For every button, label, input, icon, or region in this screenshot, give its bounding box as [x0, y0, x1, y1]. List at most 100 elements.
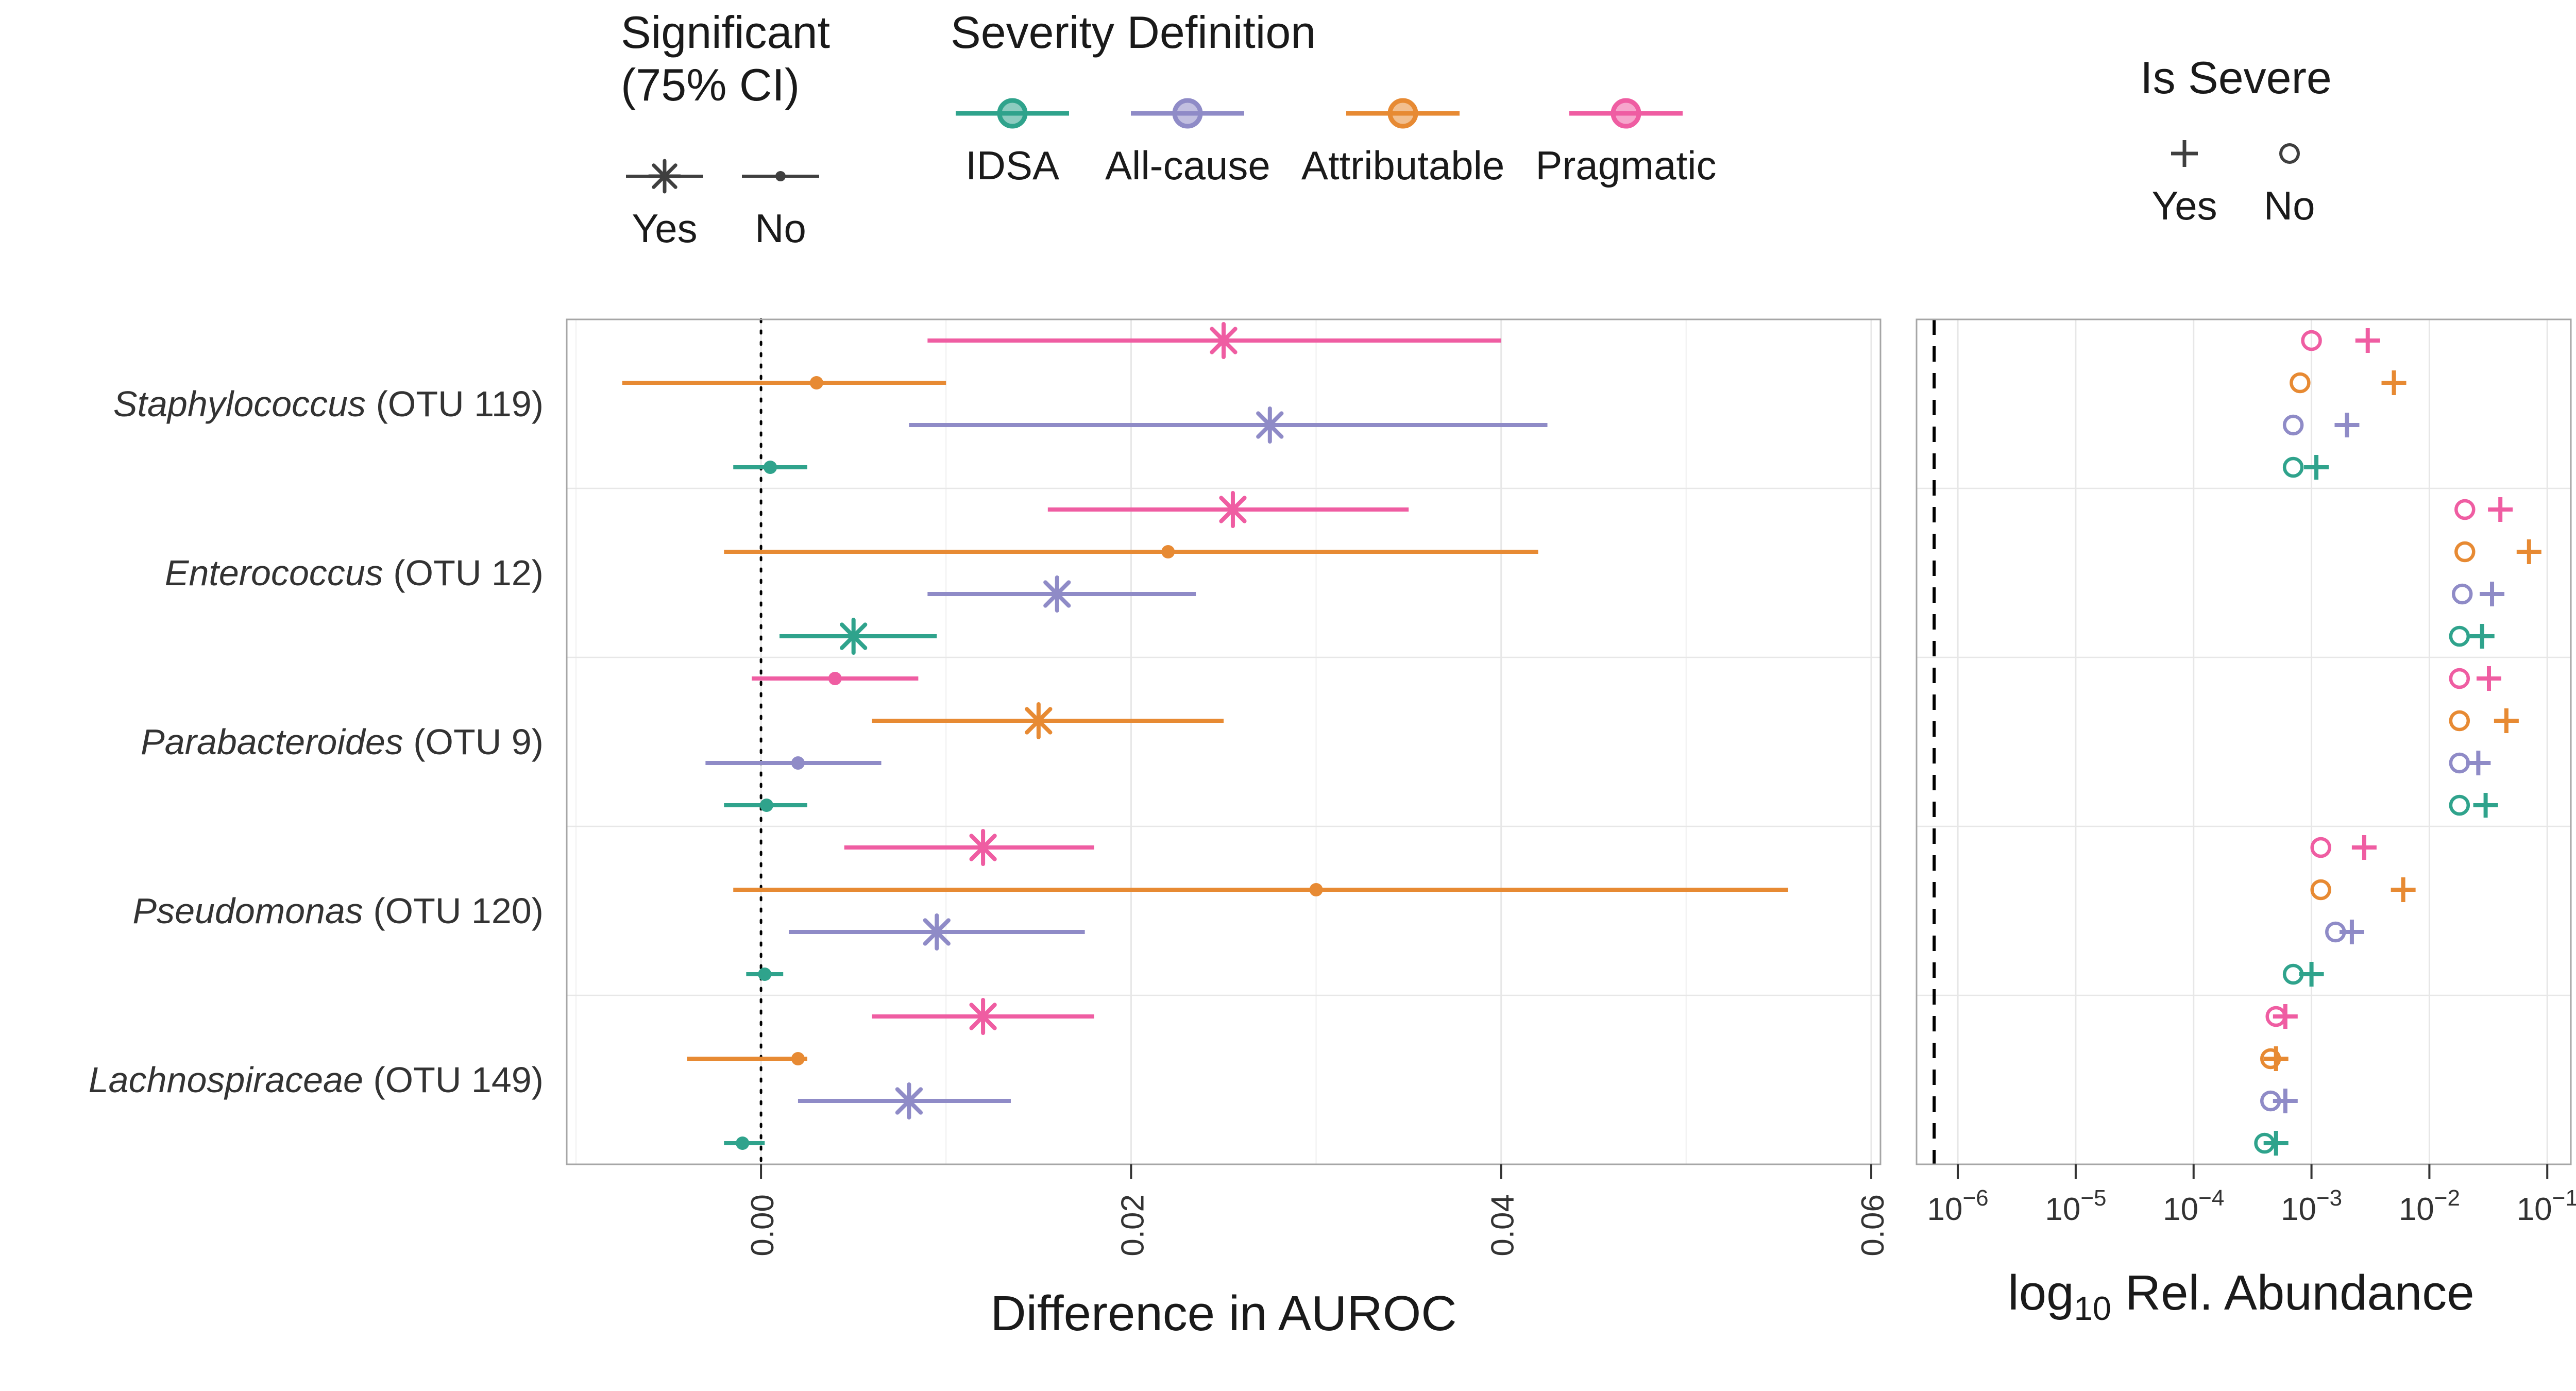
- legend-is-severe-items: Yes No: [2102, 129, 2370, 229]
- abundance-pseudomonas-all-cause: [2325, 920, 2364, 944]
- pointrange-enterococcus-all-cause: [927, 575, 1196, 613]
- pointrange-lachnospiraceae-attributable: [687, 1052, 807, 1065]
- legend-severity-pragmatic-glyph: [1569, 98, 1683, 129]
- y-axis-label-pseudomonas: Pseudomonas (OTU 120): [132, 891, 544, 931]
- y-axis-label-lachnospiraceae: Lachnospiraceae (OTU 149): [88, 1060, 544, 1100]
- legend-significant-no: No: [737, 151, 824, 252]
- right-x-tick-label: 10−3: [2281, 1185, 2342, 1227]
- y-axis-label-staphylococcus: Staphylococcus (OTU 119): [113, 384, 544, 424]
- left-x-tick-label: 0.06: [1855, 1194, 1891, 1257]
- x-axis-ticks: 0.00 0.02 0.04 0.06 10−6 10−5 10−4 10−3 10−2 10−1: [745, 1164, 2576, 1257]
- legend-severity-idsa: IDSA: [951, 89, 1074, 189]
- legend-significant-yes: Yes: [621, 151, 708, 252]
- legend-severity-attributable-glyph: [1346, 98, 1460, 129]
- abundance-parabacteroides-idsa: [2449, 793, 2498, 818]
- pointrange-parabacteroides-all-cause: [705, 756, 882, 770]
- legend-severity-attributable: Attributable: [1301, 89, 1505, 189]
- right-x-tick-label: 10−1: [2517, 1185, 2576, 1227]
- abundance-enterococcus-attributable: [2454, 539, 2541, 564]
- abundance-parabacteroides-attributable: [2449, 708, 2519, 733]
- pointrange-staphylococcus-attributable: [622, 376, 946, 389]
- left-panel-border: [566, 318, 1882, 1165]
- legend-significant: Significant (75% CI) Yes No: [621, 6, 830, 252]
- pointrange-pseudomonas-pragmatic: [844, 829, 1094, 866]
- auroc-pointranges: [622, 322, 1788, 1150]
- x-axis-title-right-rest: Rel. Abundance: [2111, 1265, 2475, 1320]
- abundance-lachnospiraceae-all-cause: [2260, 1089, 2298, 1113]
- legend-severity-attributable-label: Attributable: [1301, 143, 1505, 189]
- abundance-enterococcus-all-cause: [2451, 582, 2505, 606]
- legend-is-severe-yes: Yes: [2151, 129, 2217, 229]
- pointrange-lachnospiraceae-idsa: [724, 1136, 765, 1150]
- legend-severity-pragmatic: Pragmatic: [1535, 89, 1717, 189]
- x-axis-title-right: log10 Rel. Abundance: [1834, 1265, 2576, 1328]
- legend-severity: Severity Definition IDSA All-cause Attribu…: [951, 6, 1717, 189]
- pointrange-enterococcus-pragmatic: [1047, 491, 1409, 528]
- pointrange-parabacteroides-idsa: [724, 799, 807, 812]
- pointrange-lachnospiraceae-pragmatic: [872, 998, 1094, 1035]
- right-x-tick-label: 10−5: [2045, 1185, 2106, 1227]
- x-axis-title-right-prefix: log: [2008, 1265, 2074, 1320]
- left-x-tick-label: 0.00: [745, 1194, 781, 1257]
- abundance-staphylococcus-all-cause: [2282, 413, 2360, 437]
- y-axis-label-enterococcus: Enterococcus (OTU 12): [164, 553, 544, 593]
- pointrange-lachnospiraceae-all-cause: [798, 1082, 1011, 1119]
- legend-significant-title-line1: Significant: [621, 7, 831, 58]
- pointrange-pseudomonas-idsa: [746, 968, 784, 981]
- legend-is-severe-yes-label: Yes: [2151, 183, 2217, 229]
- legend-severity-idsa-glyph: [956, 98, 1069, 129]
- legend-significant-no-label: No: [755, 206, 806, 251]
- abundance-lachnospiraceae-idsa: [2254, 1131, 2289, 1156]
- legend-significant-yes-glyph: [626, 159, 703, 194]
- right-panel-border: [1916, 318, 2572, 1165]
- legend-is-severe-yes-glyph: [2171, 140, 2198, 167]
- pointrange-enterococcus-attributable: [724, 545, 1538, 558]
- pointrange-parabacteroides-pragmatic: [752, 672, 919, 685]
- pointrange-staphylococcus-pragmatic: [927, 322, 1501, 359]
- legend-severity-title: Severity Definition: [951, 7, 1316, 58]
- abundance-pseudomonas-pragmatic: [2310, 835, 2377, 860]
- y-axis-label-parabacteroides: Parabacteroides (OTU 9): [141, 722, 544, 762]
- abundance-enterococcus-pragmatic: [2454, 497, 2513, 522]
- left-x-tick-label: 0.02: [1115, 1194, 1150, 1257]
- legend-is-severe-no-label: No: [2263, 183, 2315, 229]
- pointrange-staphylococcus-all-cause: [909, 406, 1548, 444]
- legend-is-severe-title: Is Severe: [2140, 52, 2332, 103]
- abundance-staphylococcus-attributable: [2290, 370, 2406, 395]
- legend-is-severe: Is Severe Yes No: [2102, 52, 2370, 229]
- abundance-lachnospiraceae-pragmatic: [2265, 1004, 2298, 1029]
- pointrange-staphylococcus-idsa: [733, 461, 807, 474]
- legend-significant-title: Significant (75% CI): [621, 6, 830, 111]
- legend-is-severe-no-glyph: [2279, 143, 2300, 164]
- right-x-tick-label: 10−6: [1927, 1185, 1989, 1227]
- legend-severity-idsa-label: IDSA: [965, 143, 1060, 189]
- pointrange-parabacteroides-attributable: [872, 702, 1224, 739]
- gridlines: [567, 319, 2571, 1164]
- abundance-parabacteroides-pragmatic: [2449, 666, 2501, 691]
- legend-severity-all-cause-label: All-cause: [1105, 143, 1270, 189]
- left-x-tick-label: 0.04: [1485, 1194, 1521, 1257]
- abundance-staphylococcus-pragmatic: [2301, 328, 2380, 353]
- pointrange-pseudomonas-all-cause: [788, 913, 1085, 951]
- legend-severity-all-cause: All-cause: [1105, 89, 1270, 189]
- x-axis-title-right-sub: 10: [2074, 1290, 2112, 1328]
- x-axis-title-left: Difference in AUROC: [990, 1286, 1457, 1341]
- abundance-enterococcus-idsa: [2449, 624, 2495, 649]
- right-x-tick-label: 10−4: [2163, 1185, 2224, 1227]
- legend-significant-yes-label: Yes: [632, 206, 698, 251]
- legend-is-severe-no: No: [2259, 129, 2320, 229]
- abundance-lachnospiraceae-attributable: [2260, 1046, 2289, 1071]
- legend-significant-title-line2: (75% CI): [621, 59, 800, 111]
- legend-severity-all-cause-glyph: [1131, 98, 1245, 129]
- abundance-pseudomonas-attributable: [2310, 877, 2416, 902]
- pointrange-pseudomonas-attributable: [733, 883, 1788, 896]
- abundance-pseudomonas-idsa: [2282, 962, 2324, 987]
- legend-severity-pragmatic-label: Pragmatic: [1535, 143, 1717, 189]
- abundance-points: [2254, 328, 2541, 1156]
- abundance-staphylococcus-idsa: [2282, 455, 2329, 480]
- legend-significant-items: Yes No: [621, 151, 830, 252]
- right-x-tick-label: 10−2: [2399, 1185, 2460, 1227]
- legend-significant-no-glyph: [742, 171, 819, 182]
